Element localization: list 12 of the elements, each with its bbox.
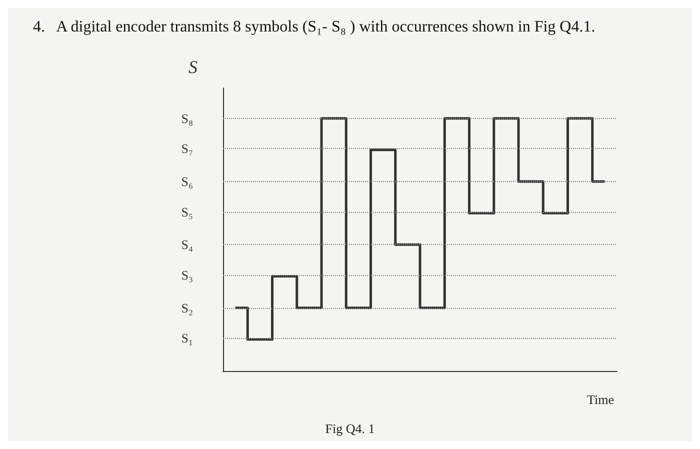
x-axis-title: Time xyxy=(587,392,614,407)
ref-line-label: S₆ xyxy=(181,174,193,189)
ref-line-label: S₁ xyxy=(181,330,193,346)
ref-line-label: S₇ xyxy=(181,141,193,156)
ref-line-label: S₂ xyxy=(181,300,193,316)
ref-line-label: S₅ xyxy=(181,204,193,220)
ref-line-label: S₃ xyxy=(181,267,193,282)
ref-line-label: S₄ xyxy=(181,237,194,252)
y-axis-title: S xyxy=(188,57,198,77)
caption: Fig Q4. 1 xyxy=(325,421,375,436)
chart-title: 4. A digital encoder transmits 8 symbols (S₁- S₈ ) with occurrences shown in Fig Q4.1. xyxy=(33,18,596,36)
ref-line-label: S₈ xyxy=(181,110,193,126)
